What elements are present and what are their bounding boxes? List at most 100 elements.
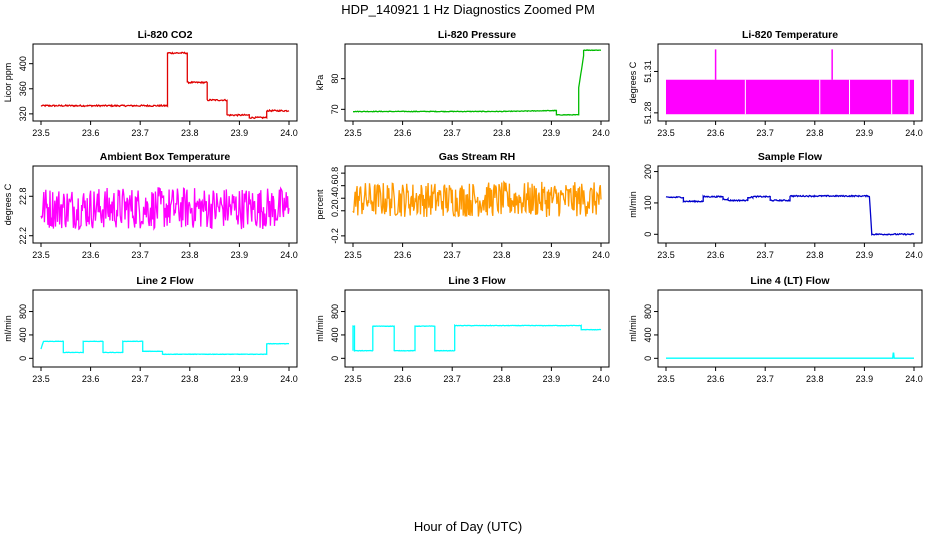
x-tick-label: 23.7 <box>756 374 774 384</box>
y-tick-label: 0 <box>643 232 653 237</box>
y-tick-label: 51.31 <box>643 60 653 83</box>
y-tick-label: 800 <box>330 304 340 319</box>
panel-2: Li-820 Pressure 23.5 23.6 23.7 23.8 23.9 24.0 7… <box>315 29 610 138</box>
y-axis-label: ml/min <box>628 315 638 342</box>
x-tick-label: 23.5 <box>657 128 675 138</box>
x-tick-label: 24.0 <box>905 128 923 138</box>
y-tick-label: 400 <box>18 327 28 342</box>
panel-title: Line 4 (LT) Flow <box>750 275 830 287</box>
panel-title: Li-820 CO2 <box>138 29 193 41</box>
series-line <box>666 352 914 359</box>
x-tick-label: 23.6 <box>707 374 725 384</box>
x-tick-label: 23.8 <box>806 374 824 384</box>
x-tick-label: 23.8 <box>493 128 511 138</box>
panel-5: Gas Stream RH 23.5 23.6 23.7 23.8 23.9 24.0 -0.… <box>315 151 610 260</box>
y-tick-label: 800 <box>18 304 28 319</box>
x-tick-label: 23.8 <box>806 128 824 138</box>
series-line <box>352 180 602 218</box>
panel-title: Ambient Box Temperature <box>100 151 231 163</box>
panel-title: Li-820 Pressure <box>438 29 516 41</box>
y-tick-label: 51.28 <box>643 102 653 125</box>
x-tick-label: 24.0 <box>280 128 298 138</box>
y-axis-label: Licor ppm <box>3 63 13 103</box>
x-tick-label: 23.9 <box>543 128 561 138</box>
figure-x-axis-label: Hour of Day (UTC) <box>413 519 523 534</box>
x-tick-label: 23.8 <box>493 374 511 384</box>
x-tick-label: 24.0 <box>905 250 923 260</box>
x-tick-label: 23.5 <box>657 374 675 384</box>
y-tick-label: 800 <box>643 304 653 319</box>
y-tick-label: 0 <box>330 356 340 361</box>
y-tick-label: 400 <box>18 56 28 71</box>
x-tick-label: 23.9 <box>856 128 874 138</box>
y-tick-label: 0.4 <box>330 192 340 205</box>
x-tick-label: 23.7 <box>131 128 149 138</box>
x-tick-label: 24.0 <box>592 250 610 260</box>
panel-title: Line 2 Flow <box>136 275 194 287</box>
x-tick-label: 23.6 <box>82 250 100 260</box>
figure-title: HDP_140921 1 Hz Diagnostics Zoomed PM <box>341 2 595 17</box>
y-tick-label: 400 <box>330 327 340 342</box>
series-band <box>666 79 914 115</box>
x-tick-label: 23.8 <box>181 250 199 260</box>
y-tick-label: 70 <box>330 104 340 114</box>
panel-8: Line 3 Flow 23.5 23.6 23.7 23.8 23.9 24.0 0 400 8… <box>315 275 610 384</box>
series-line <box>40 51 290 120</box>
y-tick-label: 0.8 <box>330 167 340 180</box>
y-axis-label: ml/min <box>315 315 325 342</box>
x-tick-label: 23.6 <box>394 374 412 384</box>
series-line <box>352 324 602 352</box>
series-line <box>353 49 602 116</box>
series-line <box>40 340 290 356</box>
y-axis-label: degrees C <box>628 61 638 103</box>
x-tick-label: 24.0 <box>592 374 610 384</box>
x-tick-label: 23.9 <box>543 374 561 384</box>
x-tick-label: 23.5 <box>32 250 50 260</box>
panel-4: Ambient Box Temperature 23.5 23.6 23.7 23.8 2… <box>3 151 298 260</box>
x-tick-label: 23.9 <box>856 250 874 260</box>
x-tick-label: 23.6 <box>82 374 100 384</box>
x-tick-label: 24.0 <box>280 374 298 384</box>
y-tick-label: 320 <box>18 106 28 121</box>
panel-6: Sample Flow 23.5 23.6 23.7 23.8 23.9 24.0 0 100 2… <box>628 151 923 260</box>
x-tick-label: 23.5 <box>344 250 362 260</box>
y-tick-label: 0 <box>18 356 28 361</box>
x-tick-label: 23.9 <box>231 374 249 384</box>
x-tick-label: 23.8 <box>181 128 199 138</box>
x-tick-label: 23.6 <box>82 128 100 138</box>
x-tick-label: 24.0 <box>592 128 610 138</box>
x-tick-label: 23.9 <box>856 374 874 384</box>
x-tick-label: 23.7 <box>443 250 461 260</box>
panel-1: Li-820 CO2 23.5 23.6 23.7 23.8 23.9 24.0 320 360… <box>3 29 298 138</box>
x-tick-label: 23.8 <box>181 374 199 384</box>
y-axis-label: ml/min <box>3 315 13 342</box>
x-tick-label: 23.6 <box>707 250 725 260</box>
panel-title: Gas Stream RH <box>439 151 515 163</box>
x-tick-label: 23.7 <box>131 374 149 384</box>
series-line <box>40 186 290 231</box>
plot-frame <box>344 43 610 122</box>
x-tick-label: 23.6 <box>394 250 412 260</box>
y-tick-label: 0.6 <box>330 179 340 192</box>
y-axis-label: degrees C <box>3 183 13 225</box>
plot-frame <box>344 165 610 244</box>
x-tick-label: 23.8 <box>806 250 824 260</box>
x-tick-label: 23.5 <box>344 374 362 384</box>
y-tick-label: 200 <box>643 164 653 179</box>
x-tick-label: 23.7 <box>131 250 149 260</box>
panel-3: Li-820 Temperature 23.5 23.6 23.7 23.8 23.9 24… <box>628 29 923 138</box>
panel-title: Li-820 Temperature <box>742 29 838 41</box>
y-tick-label: 22.8 <box>18 188 28 206</box>
y-tick-label: 80 <box>330 74 340 84</box>
y-axis-label: percent <box>315 189 325 220</box>
x-tick-label: 23.9 <box>231 128 249 138</box>
x-tick-label: 23.7 <box>443 128 461 138</box>
y-tick-label: 0.2 <box>330 205 340 218</box>
y-axis-label: kPa <box>315 75 325 91</box>
x-tick-label: 23.6 <box>394 128 412 138</box>
x-tick-label: 23.8 <box>493 250 511 260</box>
x-tick-label: 23.9 <box>231 250 249 260</box>
x-tick-label: 23.7 <box>756 250 774 260</box>
panel-title: Sample Flow <box>758 151 823 163</box>
